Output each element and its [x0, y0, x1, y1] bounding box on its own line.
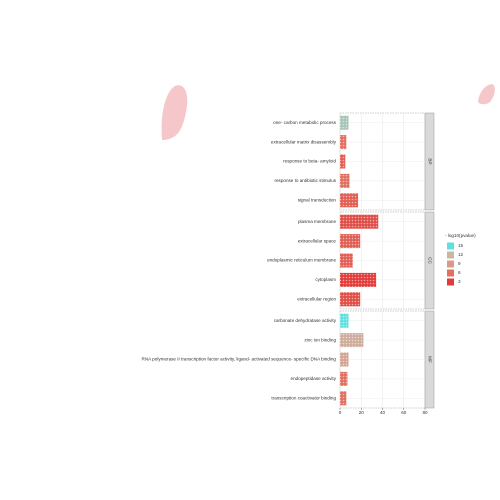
bar-texture [340, 135, 347, 150]
facet-label: BP [427, 158, 432, 164]
x-tick-label: 60 [401, 410, 407, 415]
decor-blob [161, 85, 188, 140]
y-tick-label: cytoplasm [315, 277, 336, 282]
bar-texture [340, 253, 353, 268]
y-tick-label: RNA polymerase II transcription factor a… [142, 357, 337, 362]
y-tick-label: carbonate dehydratase activity [274, 318, 337, 323]
legend-label: 6 [458, 270, 461, 275]
legend-swatch [447, 269, 454, 277]
bar-texture [340, 193, 359, 208]
x-tick-label: 0 [339, 410, 342, 415]
y-tick-label: one- carbon metabolic process [273, 120, 337, 125]
y-tick-label: signal transduction [298, 198, 337, 203]
legend-title: - log10(pvalue) [445, 233, 476, 238]
legend: - log10(pvalue) 15 12 9 6 3 [445, 233, 476, 286]
bar-texture [340, 173, 350, 188]
y-tick-label: zinc ion binding [304, 337, 336, 342]
bar-texture [340, 333, 364, 348]
facet-label: MF [427, 356, 432, 363]
y-tick-label: plasma membrane [298, 219, 336, 224]
legend-swatch [447, 278, 454, 286]
bar-texture [340, 214, 379, 229]
y-tick-label: endoplasmic reticulum membrane [267, 258, 336, 263]
y-tick-label: extracellular matrix disassembly [271, 139, 337, 144]
y-tick-label: transcription coactivator binding [271, 396, 336, 401]
y-tick-label: endopeptidase activity [291, 376, 337, 381]
legend-label: 9 [458, 261, 461, 266]
legend-label: 15 [458, 243, 464, 248]
legend-swatch [447, 260, 454, 268]
legend-label: 3 [458, 279, 461, 284]
x-tick-label: 20 [359, 410, 365, 415]
bar-texture [340, 115, 349, 130]
bar-texture [340, 371, 348, 386]
facet-label: CC [427, 257, 432, 264]
x-tick-label: 40 [380, 410, 386, 415]
x-tick-label: 80 [422, 410, 428, 415]
bar-texture [340, 391, 347, 406]
bar-texture [340, 234, 361, 249]
y-tick-label: extracellular region [297, 297, 336, 302]
decor-blob [478, 84, 495, 105]
bar-texture [340, 154, 346, 169]
bar-texture [340, 272, 377, 287]
y-tick-label: response to antibiotic stimulus [274, 178, 336, 183]
y-tick-label: response to beta- amyloid [283, 159, 336, 164]
bar-texture [340, 292, 361, 307]
bar-texture [340, 352, 349, 367]
legend-swatch [447, 251, 454, 259]
bar-texture [340, 313, 349, 328]
legend-swatch [447, 242, 454, 250]
legend-label: 12 [458, 252, 464, 257]
y-tick-label: extracellular space [298, 238, 337, 243]
